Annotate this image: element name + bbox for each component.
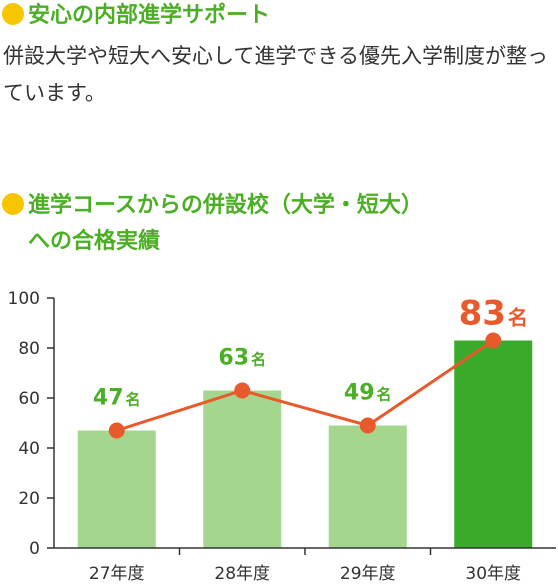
- value-labels: 47 名63 名49 名83 名: [93, 294, 528, 411]
- section-heading-support: 安心の内部進学サポート: [2, 0, 270, 32]
- data-label-value: 83: [459, 294, 506, 334]
- y-tick-label: 80: [18, 339, 40, 359]
- x-tick-label: 27年度: [89, 564, 145, 584]
- y-tick-label: 20: [18, 489, 40, 509]
- bar-28年度: [203, 390, 282, 548]
- y-tick-label: 40: [18, 439, 40, 459]
- chart-title-line2: への合格実績: [28, 229, 161, 254]
- data-label: 83 名: [459, 294, 528, 334]
- chart-title-line1: 進学コースからの併設校（大学・短大）: [28, 193, 423, 218]
- x-tick-label: 29年度: [340, 564, 396, 584]
- bar-30年度: [454, 340, 533, 548]
- data-label-unit: 名: [126, 391, 141, 409]
- y-tick-label: 0: [29, 539, 40, 559]
- data-label: 49 名: [344, 381, 392, 406]
- trend-line: [108, 332, 502, 439]
- y-tick-label: 60: [18, 389, 40, 409]
- data-label-value: 63: [218, 346, 249, 371]
- trend-point: [234, 382, 251, 399]
- data-label: 63 名: [218, 346, 266, 371]
- trend-point: [108, 422, 125, 439]
- data-label-value: 49: [344, 381, 375, 406]
- bullet-dot-icon: [2, 3, 24, 25]
- bars: [77, 340, 533, 548]
- bullet-dot-icon: [2, 193, 24, 215]
- bar-29年度: [328, 425, 407, 548]
- y-tick-label: 100: [8, 289, 40, 309]
- trend-point: [359, 417, 376, 434]
- x-tick-label: 28年度: [214, 564, 270, 584]
- trend-polyline: [116, 339, 495, 432]
- bar-27年度: [77, 430, 156, 548]
- section-heading-results: 進学コースからの併設校（大学・短大）: [2, 190, 423, 222]
- section-description: 併設大学や短大へ安心して進学できる優先入学制度が整っています。: [3, 44, 548, 105]
- data-label: 47 名: [93, 386, 141, 411]
- data-label-value: 47: [93, 386, 124, 411]
- trend-point: [485, 332, 502, 349]
- data-label-unit: 名: [508, 306, 528, 330]
- data-label-unit: 名: [251, 351, 266, 369]
- x-tick-label: 30年度: [465, 564, 521, 584]
- data-label-unit: 名: [377, 386, 392, 404]
- section-title: 安心の内部進学サポート: [28, 3, 271, 28]
- axes: 0 20 40 60 80 100 27年度 28年度 29年度 30年度: [8, 289, 556, 584]
